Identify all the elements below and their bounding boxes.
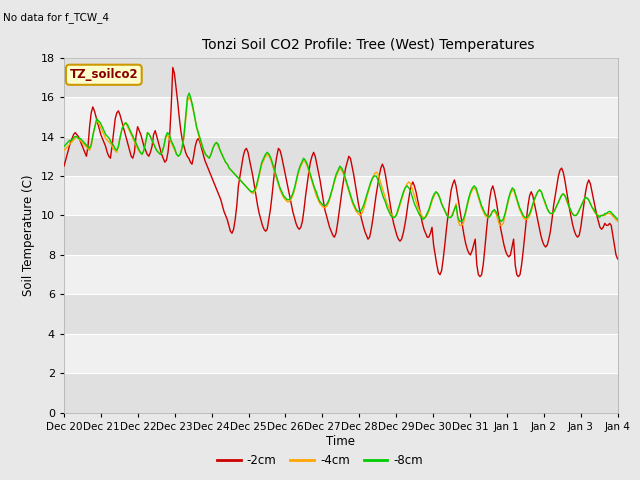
Bar [64, 294, 618, 334]
Bar [64, 176, 618, 216]
Text: TZ_soilco2: TZ_soilco2 [70, 68, 138, 81]
Bar [64, 373, 618, 413]
Bar [64, 136, 618, 176]
Bar [64, 255, 618, 294]
Legend: -2cm, -4cm, -8cm: -2cm, -4cm, -8cm [212, 449, 428, 472]
X-axis label: Time: Time [326, 434, 355, 448]
Title: Tonzi Soil CO2 Profile: Tree (West) Temperatures: Tonzi Soil CO2 Profile: Tree (West) Temp… [202, 38, 535, 52]
Y-axis label: Soil Temperature (C): Soil Temperature (C) [22, 174, 35, 296]
Bar [64, 216, 618, 255]
Bar [64, 97, 618, 136]
Bar [64, 58, 618, 97]
Text: No data for f_TCW_4: No data for f_TCW_4 [3, 12, 109, 23]
Bar [64, 334, 618, 373]
